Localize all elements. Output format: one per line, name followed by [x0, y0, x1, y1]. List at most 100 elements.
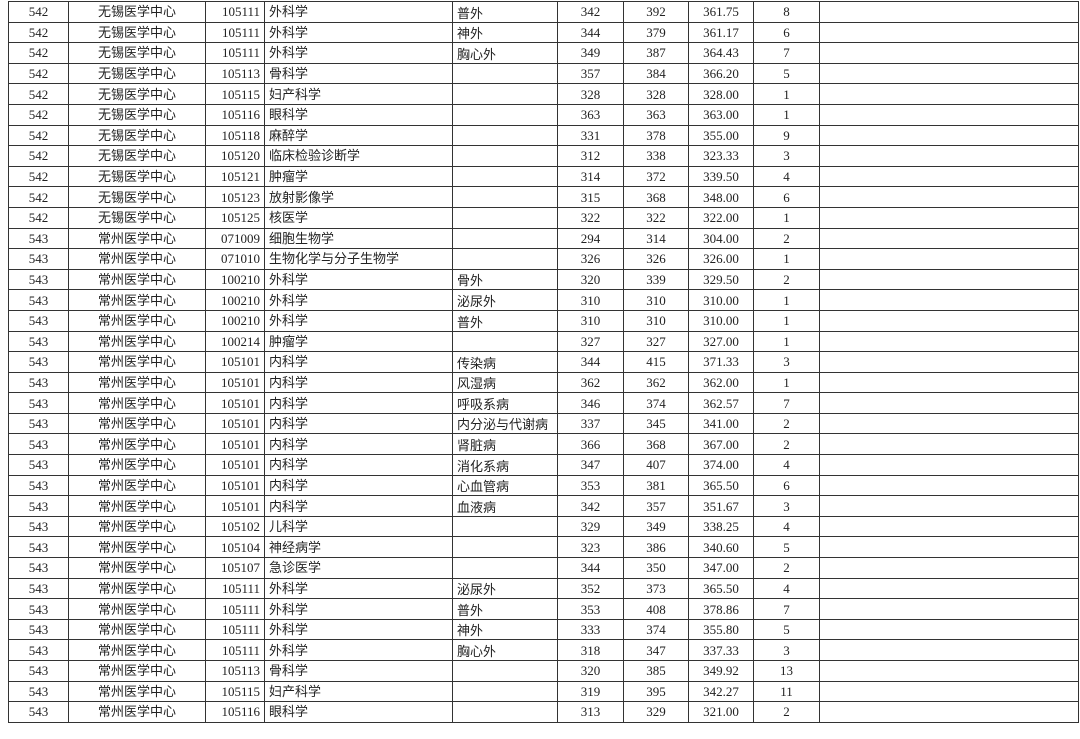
cell-unit-name: 常州医学中心 — [68, 680, 206, 703]
cell-admit-count: 5 — [753, 618, 820, 641]
cell-admit-count: 2 — [753, 433, 820, 456]
cell-research-direction — [452, 165, 558, 188]
cell-unit-name: 常州医学中心 — [68, 598, 206, 620]
cell-major-code: 105111 — [205, 618, 265, 641]
cell-major-code: 105101 — [205, 474, 265, 497]
cell-admit-count: 1 — [753, 289, 820, 311]
cell-remarks — [819, 598, 1079, 620]
cell-major-name: 内科学 — [264, 371, 453, 394]
cell-max-score: 387 — [623, 42, 689, 64]
cell-min-score: 366 — [557, 433, 624, 456]
cell-unit-name: 无锡医学中心 — [68, 21, 206, 44]
cell-remarks — [819, 474, 1079, 497]
cell-admit-count: 4 — [753, 577, 820, 600]
cell-remarks — [819, 557, 1079, 579]
table-body: 542 无锡医学中心 105111 外科学 普外 342 392 361.75 8 542 无锡医学… — [8, 1, 1079, 723]
cell-research-direction: 普外 — [452, 598, 558, 620]
cell-max-score: 310 — [623, 289, 689, 311]
cell-max-score: 415 — [623, 351, 689, 373]
cell-major-code: 105115 — [205, 83, 265, 105]
cell-major-name: 外科学 — [264, 1, 453, 23]
cell-major-name: 内科学 — [264, 454, 453, 476]
table-row: 543 常州医学中心 105102 儿科学 329 349 338.25 4 — [8, 515, 1079, 538]
cell-avg-score: 339.50 — [688, 165, 754, 188]
cell-remarks — [819, 330, 1079, 353]
cell-min-score: 352 — [557, 577, 624, 600]
cell-max-score: 314 — [623, 227, 689, 250]
cell-max-score: 362 — [623, 371, 689, 394]
cell-min-score: 312 — [557, 145, 624, 167]
cell-remarks — [819, 680, 1079, 703]
cell-admit-count: 3 — [753, 495, 820, 517]
cell-unit-code: 543 — [8, 536, 69, 559]
cell-unit-name: 无锡医学中心 — [68, 83, 206, 105]
cell-avg-score: 362.57 — [688, 392, 754, 414]
cell-avg-score: 363.00 — [688, 103, 754, 126]
cell-major-name: 外科学 — [264, 639, 453, 661]
cell-major-code: 105101 — [205, 371, 265, 394]
cell-unit-name: 常州医学中心 — [68, 474, 206, 497]
cell-admit-count: 6 — [753, 474, 820, 497]
cell-admit-count: 6 — [753, 21, 820, 44]
cell-research-direction — [452, 330, 558, 353]
cell-min-score: 327 — [557, 330, 624, 353]
cell-max-score: 378 — [623, 124, 689, 147]
cell-admit-count: 2 — [753, 227, 820, 250]
cell-remarks — [819, 309, 1079, 332]
cell-major-name: 细胞生物学 — [264, 227, 453, 250]
cell-max-score: 322 — [623, 206, 689, 229]
table-row: 543 常州医学中心 105113 骨科学 320 385 349.92 13 — [8, 660, 1079, 682]
cell-major-name: 外科学 — [264, 42, 453, 64]
cell-min-score: 353 — [557, 598, 624, 620]
cell-unit-code: 542 — [8, 186, 69, 208]
cell-unit-code: 543 — [8, 680, 69, 703]
cell-min-score: 318 — [557, 639, 624, 661]
cell-remarks — [819, 83, 1079, 105]
cell-unit-name: 常州医学中心 — [68, 515, 206, 538]
cell-admit-count: 5 — [753, 536, 820, 559]
cell-admit-count: 13 — [753, 660, 820, 682]
cell-remarks — [819, 618, 1079, 641]
cell-avg-score: 310.00 — [688, 289, 754, 311]
cell-major-code: 105111 — [205, 42, 265, 64]
cell-max-score: 407 — [623, 454, 689, 476]
cell-admit-count: 1 — [753, 371, 820, 394]
cell-avg-score: 367.00 — [688, 433, 754, 456]
cell-unit-name: 常州医学中心 — [68, 371, 206, 394]
cell-major-name: 急诊医学 — [264, 557, 453, 579]
cell-remarks — [819, 42, 1079, 64]
cell-unit-code: 543 — [8, 577, 69, 600]
cell-avg-score: 378.86 — [688, 598, 754, 620]
cell-unit-name: 常州医学中心 — [68, 330, 206, 353]
cell-unit-code: 543 — [8, 618, 69, 641]
cell-admit-count: 7 — [753, 42, 820, 64]
cell-remarks — [819, 268, 1079, 291]
cell-major-name: 外科学 — [264, 598, 453, 620]
cell-unit-code: 542 — [8, 21, 69, 44]
table-row: 542 无锡医学中心 105118 麻醉学 331 378 355.00 9 — [8, 124, 1079, 147]
table-row: 542 无锡医学中心 105116 眼科学 363 363 363.00 1 — [8, 103, 1079, 126]
cell-avg-score: 337.33 — [688, 639, 754, 661]
cell-remarks — [819, 289, 1079, 311]
cell-research-direction — [452, 701, 558, 723]
cell-unit-code: 543 — [8, 495, 69, 517]
cell-unit-code: 543 — [8, 330, 69, 353]
cell-major-name: 妇产科学 — [264, 680, 453, 703]
cell-unit-name: 常州医学中心 — [68, 454, 206, 476]
cell-unit-code: 542 — [8, 124, 69, 147]
cell-max-score: 395 — [623, 680, 689, 703]
cell-avg-score: 326.00 — [688, 248, 754, 270]
cell-admit-count: 1 — [753, 330, 820, 353]
cell-avg-score: 364.43 — [688, 42, 754, 64]
cell-max-score: 327 — [623, 330, 689, 353]
cell-min-score: 346 — [557, 392, 624, 414]
cell-max-score: 379 — [623, 21, 689, 44]
cell-major-code: 105125 — [205, 206, 265, 229]
cell-remarks — [819, 165, 1079, 188]
cell-unit-name: 常州医学中心 — [68, 433, 206, 456]
cell-major-name: 眼科学 — [264, 701, 453, 723]
cell-major-code: 071009 — [205, 227, 265, 250]
cell-admit-count: 9 — [753, 124, 820, 147]
cell-major-code: 100210 — [205, 268, 265, 291]
cell-unit-name: 无锡医学中心 — [68, 165, 206, 188]
